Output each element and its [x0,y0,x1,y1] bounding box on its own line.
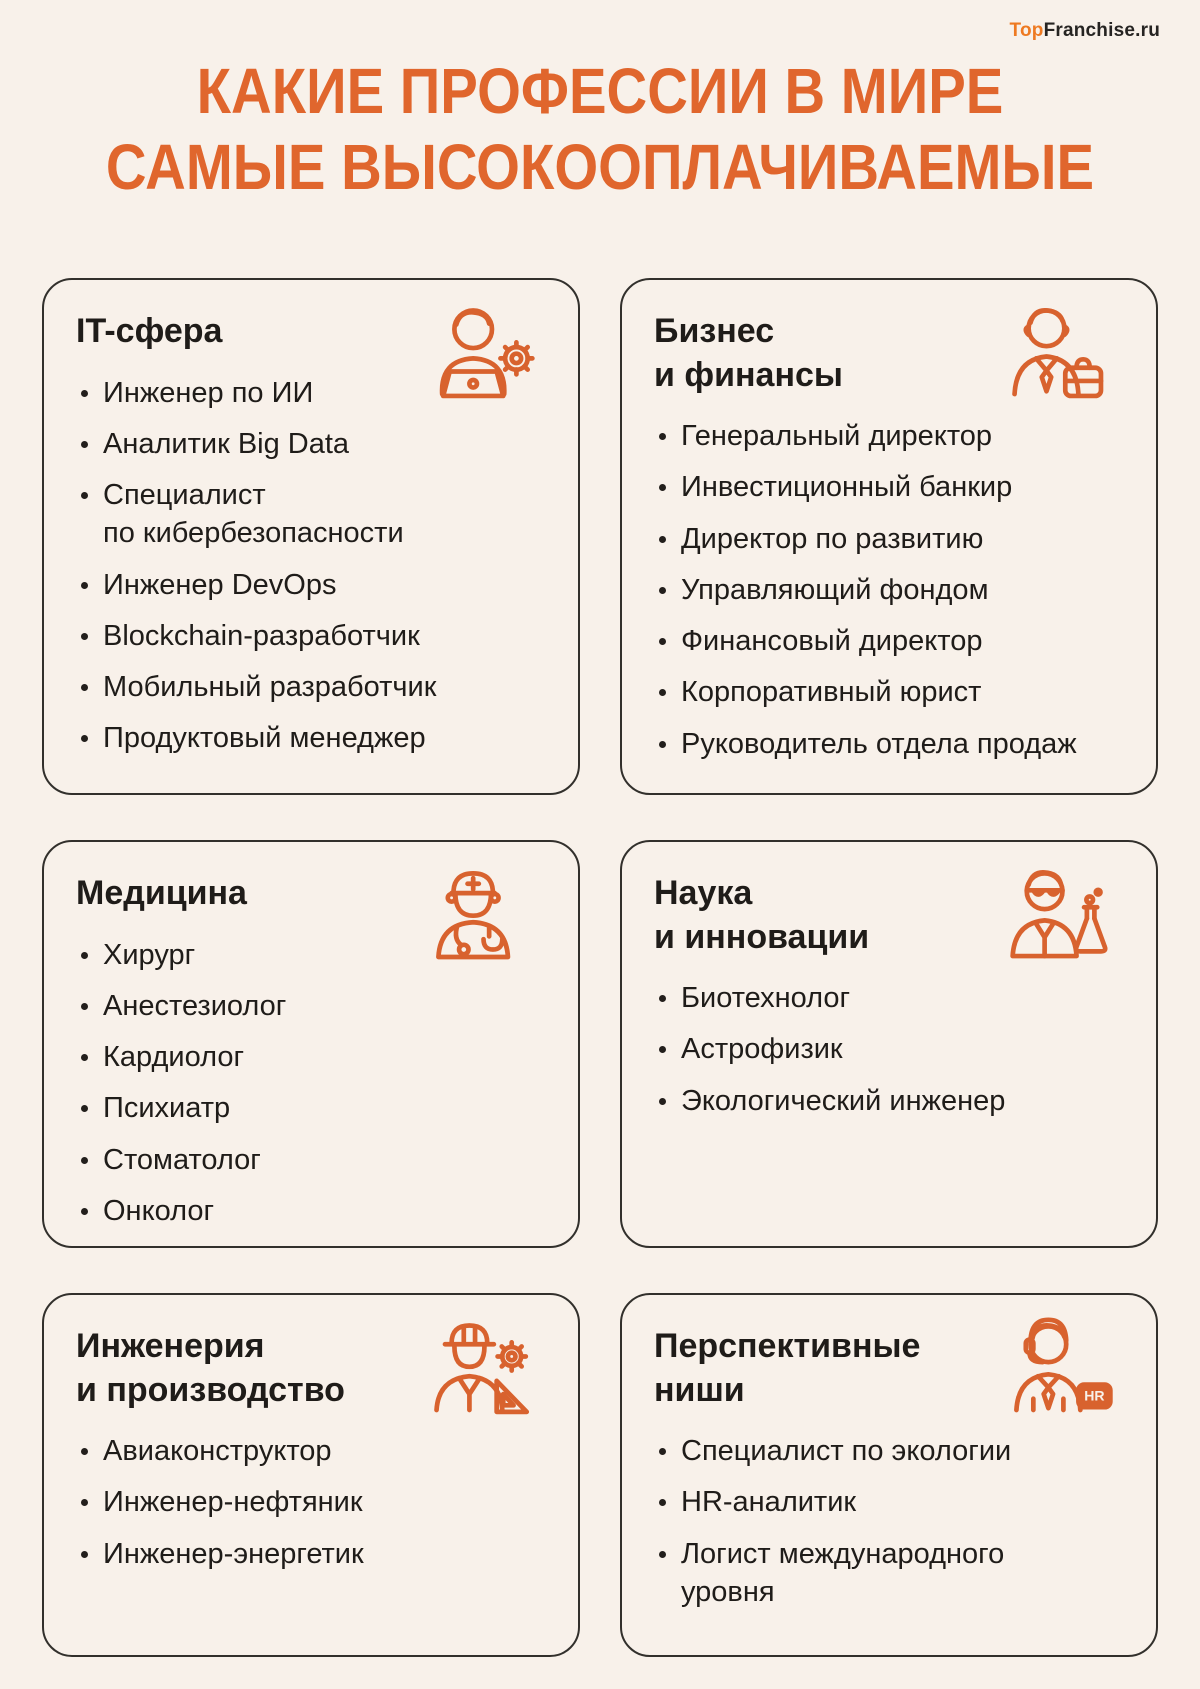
profession-item: Руководитель отдела продаж [654,725,1122,763]
profession-list: Хирург Анестезиолог Кардиолог Психиатр Стома… [76,936,544,1231]
site-logo: TopFranchise.ru [1010,20,1160,42]
businessman-icon [992,300,1116,413]
profession-item: Инженер по ИИ [76,374,544,412]
profession-item: Биотехнолог [654,979,1122,1017]
profession-item: Инвестиционный банкир [654,468,1122,506]
profession-item: Продуктовый менеджер [76,719,544,757]
profession-item: Кардиолог [76,1038,544,1076]
engineer-icon [414,1315,538,1428]
profession-list: Биотехнолог Астрофизик Экологический инжен… [654,979,1122,1120]
hr-specialist-icon: HR [992,1315,1116,1428]
card-title: Бизнес и финансы [654,312,843,394]
card-title: Медицина [76,874,247,912]
profession-item: Инженер-нефтяник [76,1483,544,1521]
doctor-icon [414,862,538,975]
profession-item: Инженер-энергетик [76,1535,544,1573]
card-science: Наука и инновации Биотехнолог Астрофизик Э… [620,840,1158,1248]
it-specialist-icon [414,300,538,413]
card-it: IT-сфера Инженер по ИИ Аналитик Big Data С… [42,278,580,795]
profession-item: Анестезиолог [76,987,544,1025]
hr-badge-label: HR [1084,1388,1104,1404]
scientist-icon [992,862,1116,975]
profession-item: Психиатр [76,1089,544,1127]
profession-list: Авиаконструктор Инженер-нефтяник Инженер-э… [76,1432,544,1573]
profession-item: Логист международного уровня [654,1535,1122,1612]
profession-item: Корпоративный юрист [654,673,1122,711]
card-business: Бизнес и финансы Генеральный директор Инв… [620,278,1158,795]
profession-item: Онколог [76,1192,544,1230]
profession-item: Инженер DevOps [76,566,544,604]
profession-item: Blockchain-разработчик [76,617,544,655]
profession-item: Директор по развитию [654,520,1122,558]
card-title: IT-сфера [76,312,223,350]
cards-grid: IT-сфера Инженер по ИИ Аналитик Big Data С… [42,278,1158,1657]
card-engineering: Инженерия и производство Авиаконструктор… [42,1293,580,1657]
profession-item: Финансовый директор [654,622,1122,660]
card-title: Наука и инновации [654,874,870,956]
logo-top-part: Top [1009,20,1044,41]
profession-item: Аналитик Big Data [76,425,544,463]
profession-item: Генеральный директор [654,417,1122,455]
card-promising-niches: HR Перспективные ниши Специалист по экол… [620,1293,1158,1657]
page-title: Какие профессии в мире самые высокооплач… [105,55,1095,203]
profession-item: HR-аналитик [654,1483,1122,1521]
profession-item: Управляющий фондом [654,571,1122,609]
profession-list: Генеральный директор Инвестиционный банки… [654,417,1122,763]
profession-item: Хирург [76,936,544,974]
profession-list: Специалист по экологии HR-аналитик Логист … [654,1432,1122,1611]
card-title: Инженерия и производство [76,1327,345,1409]
card-title: Перспективные ниши [654,1327,921,1409]
profession-list: Инженер по ИИ Аналитик Big Data Специалист… [76,374,544,758]
profession-item: Мобильный разработчик [76,668,544,706]
profession-item: Специалист по кибербезопасности [76,476,544,553]
profession-item: Стоматолог [76,1141,544,1179]
logo-rest-part: Franchise.ru [1043,20,1160,41]
profession-item: Экологический инженер [654,1082,1122,1120]
profession-item: Авиаконструктор [76,1432,544,1470]
profession-item: Астрофизик [654,1030,1122,1068]
card-medicine: Медицина Хирург Анестезиолог Кардиолог Псих… [42,840,580,1248]
profession-item: Специалист по экологии [654,1432,1122,1470]
